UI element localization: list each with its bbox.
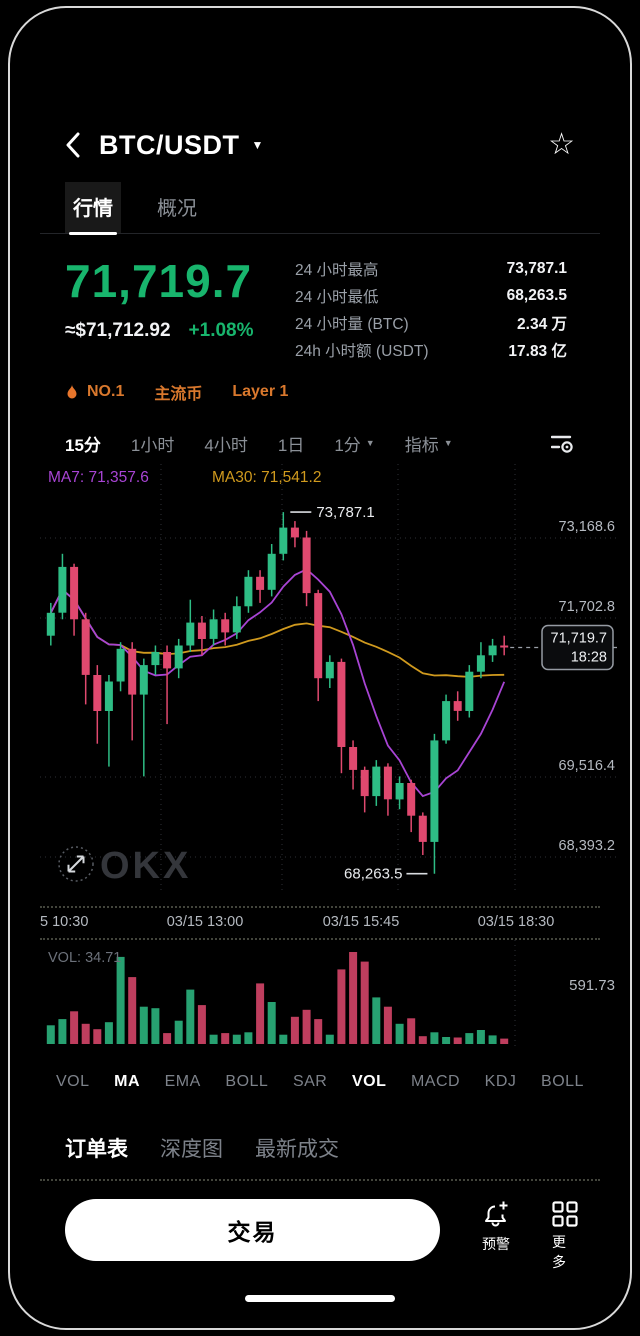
stat-value: 68,263.5 xyxy=(506,287,567,304)
header: BTC/USDT ▼ ☆ xyxy=(40,126,600,164)
trade-button[interactable]: 交易 xyxy=(65,1199,440,1261)
indicator-boll2[interactable]: BOLL xyxy=(541,1073,584,1090)
stat-row: 24 小时量 (BTC) 2.34 万 xyxy=(295,312,567,334)
x-axis-tick: 03/15 13:00 xyxy=(166,914,244,930)
x-axis-tick: 5 10:30 xyxy=(40,914,89,930)
tf-label: 1分 xyxy=(334,435,361,455)
alert-label: 预警 xyxy=(482,1236,510,1252)
indicator-macd[interactable]: MACD xyxy=(410,1073,461,1090)
stat-label: 24 小时最低 xyxy=(295,289,379,306)
indicator-kdj[interactable]: KDJ xyxy=(484,1073,517,1090)
price-section: 71,719.7 ≈$71,712.92 +1.08% 24 小时最高 73,7… xyxy=(40,256,600,366)
svg-text:OKX: OKX xyxy=(100,845,191,887)
tab-market[interactable]: 行情 xyxy=(65,182,121,235)
tf-15m[interactable]: 15分 xyxy=(65,435,101,455)
timeframe-row: 15分 1小时 4小时 1日 1分 ▼ 指标 ▼ xyxy=(40,428,600,458)
indicator-sar[interactable]: SAR xyxy=(292,1073,328,1090)
chart-settings-icon xyxy=(551,435,573,453)
x-axis-tick: 03/15 15:45 xyxy=(322,914,400,930)
svg-text:73,168.6: 73,168.6 xyxy=(559,519,615,535)
price-change: +1.08% xyxy=(188,320,254,341)
stat-label: 24h 小时额 (USDT) xyxy=(295,343,429,360)
caret-down-icon: ▼ xyxy=(365,438,375,448)
tf-1d[interactable]: 1日 xyxy=(277,435,305,455)
fiat-price: ≈$71,712.92 xyxy=(65,320,171,341)
svg-text:68,263.5: 68,263.5 xyxy=(344,866,402,883)
tag-rank[interactable]: NO.1 xyxy=(65,383,124,401)
svg-text:MA30: 71,541.2: MA30: 71,541.2 xyxy=(212,469,321,486)
svg-text:VOL: 34.71: VOL: 34.71 xyxy=(48,950,121,966)
back-chevron-icon xyxy=(66,132,80,158)
home-indicator[interactable] xyxy=(245,1295,395,1302)
indicator-ma[interactable]: MA xyxy=(114,1073,141,1090)
action-row: 交易 预警 更多 xyxy=(40,1199,600,1272)
chart-settings-button[interactable] xyxy=(551,434,575,453)
pair-title[interactable]: BTC/USDT xyxy=(99,129,240,160)
stat-row: 24 小时最高 73,787.1 xyxy=(295,258,567,280)
caret-down-icon: ▼ xyxy=(443,438,453,448)
tab-latest-trades[interactable]: 最新成交 xyxy=(255,1138,339,1161)
alert-button[interactable]: 预警 xyxy=(482,1201,510,1254)
tf-more-interval[interactable]: 1分 ▼ xyxy=(334,431,374,456)
back-button[interactable] xyxy=(65,132,81,158)
indicator-boll[interactable]: BOLL xyxy=(225,1073,269,1090)
svg-text:68,393.2: 68,393.2 xyxy=(559,838,615,854)
phone-frame: BTC/USDT ▼ ☆ 行情 概况 71,719.7 ≈$71,712.92 … xyxy=(8,6,632,1330)
tf-indicator-menu[interactable]: 指标 ▼ xyxy=(405,431,453,456)
price-chart[interactable]: 73,168.6 71,702.8 69,516.4 68,393.2 73,787.1… xyxy=(40,464,620,904)
svg-text:73,787.1: 73,787.1 xyxy=(316,504,374,521)
stat-row: 24h 小时额 (USDT) 17.83 亿 xyxy=(295,339,567,361)
stat-row: 24 小时最低 68,263.5 xyxy=(295,285,567,307)
tag-layer1[interactable]: Layer 1 xyxy=(232,383,289,400)
pair-dropdown-caret-icon[interactable]: ▼ xyxy=(251,138,264,152)
stat-label: 24 小时量 (BTC) xyxy=(295,316,409,333)
top-tabs: 行情 概况 xyxy=(40,182,600,235)
tf-label: 指标 xyxy=(404,435,439,455)
more-label: 更多 xyxy=(552,1234,566,1270)
favorite-star-icon[interactable]: ☆ xyxy=(548,128,575,161)
grid-icon xyxy=(552,1201,578,1227)
stat-value: 2.34 万 xyxy=(517,316,567,333)
more-button[interactable]: 更多 xyxy=(552,1201,578,1272)
sub-price-row: ≈$71,712.92 +1.08% xyxy=(65,320,254,342)
expand-chart-icon xyxy=(58,846,94,882)
tag-row: NO.1 主流币 Layer 1 xyxy=(40,380,600,404)
tag-mainstream[interactable]: 主流币 xyxy=(154,386,203,403)
tab-overview[interactable]: 概况 xyxy=(157,198,197,220)
bottom-tabs: 订单表 深度图 最新成交 xyxy=(40,1133,600,1181)
stat-label: 24 小时最高 xyxy=(295,262,379,279)
indicator-row: VOL MA EMA BOLL SAR VOL MACD KDJ BOLL xyxy=(40,1067,600,1097)
indicator-vol-main[interactable]: VOL xyxy=(56,1073,90,1090)
app-screen: BTC/USDT ▼ ☆ 行情 概况 71,719.7 ≈$71,712.92 … xyxy=(10,8,630,1272)
svg-text:69,516.4: 69,516.4 xyxy=(559,758,615,774)
svg-text:71,702.8: 71,702.8 xyxy=(559,599,615,615)
tf-4h[interactable]: 4小时 xyxy=(204,435,248,455)
stat-value: 17.83 亿 xyxy=(508,343,567,360)
tag-label: NO.1 xyxy=(87,383,125,400)
tab-depth-chart[interactable]: 深度图 xyxy=(160,1138,223,1161)
svg-text:18:28: 18:28 xyxy=(571,650,607,666)
x-axis-tick: 03/15 18:30 xyxy=(477,914,555,930)
svg-text:MA7: 71,357.6: MA7: 71,357.6 xyxy=(48,469,149,486)
svg-text:591.73: 591.73 xyxy=(569,977,615,994)
stats-block: 24 小时最高 73,787.1 24 小时最低 68,263.5 24 小时量… xyxy=(295,258,567,366)
price-block: 71,719.7 ≈$71,712.92 +1.08% xyxy=(65,256,254,366)
tab-order-book[interactable]: 订单表 xyxy=(65,1138,128,1161)
indicator-ema[interactable]: EMA xyxy=(164,1073,201,1090)
tf-1h[interactable]: 1小时 xyxy=(130,435,175,455)
svg-text:71,719.7: 71,719.7 xyxy=(551,631,607,647)
bell-plus-icon xyxy=(485,1201,508,1227)
flame-icon xyxy=(65,383,79,401)
volume-chart[interactable]: VOL: 34.71 591.73 xyxy=(40,940,615,1057)
last-price: 71,719.7 xyxy=(65,255,253,307)
stat-value: 73,787.1 xyxy=(506,260,567,277)
indicator-vol-sub[interactable]: VOL xyxy=(351,1073,387,1090)
x-axis-labels: 5 10:30 03/15 13:00 03/15 15:45 03/15 18… xyxy=(40,906,600,940)
